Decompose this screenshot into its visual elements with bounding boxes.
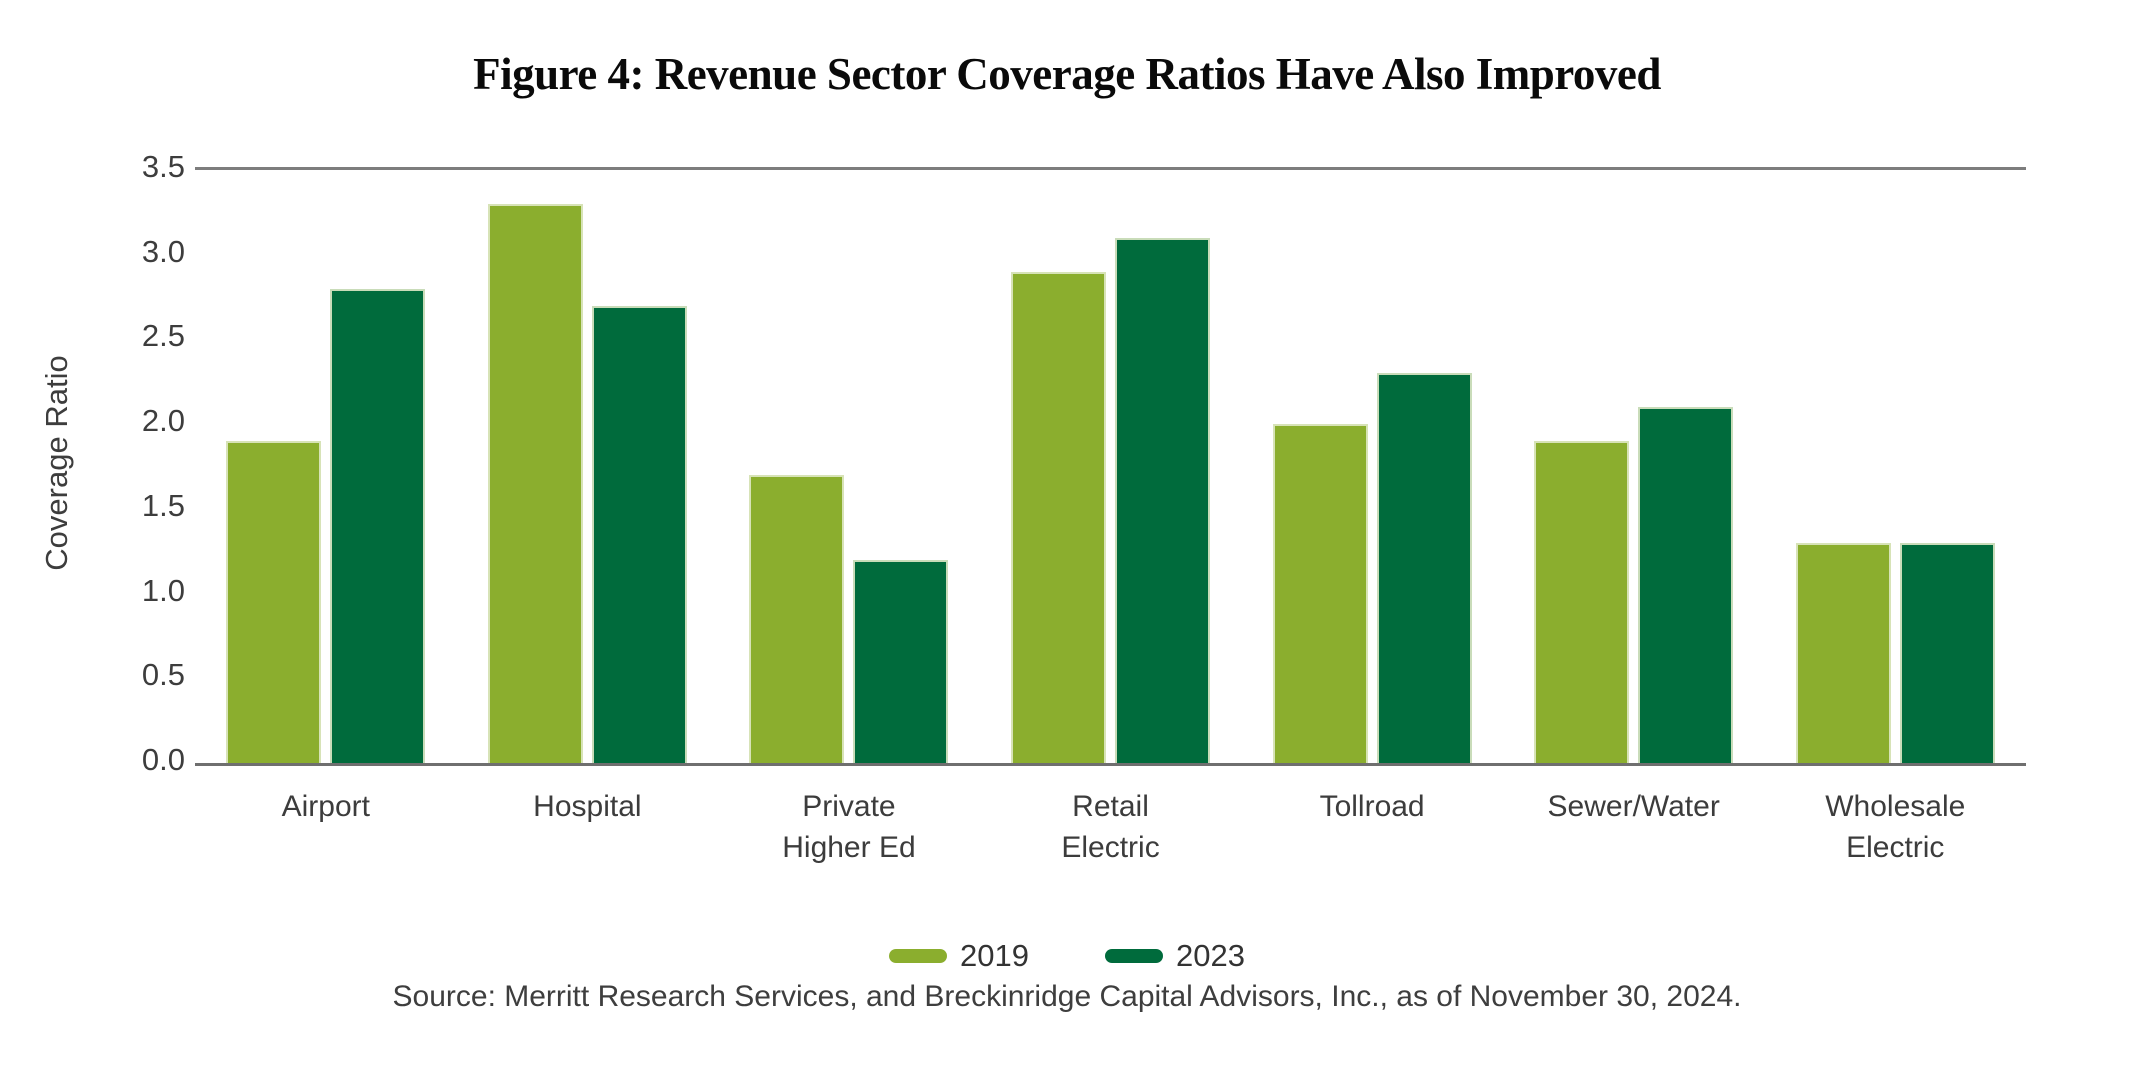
legend-label-2023: 2023: [1176, 938, 1245, 973]
bar-2023-airport: [330, 288, 426, 763]
bar-group-airport: [195, 170, 457, 763]
x-label-private-higher-ed: Private Higher Ed: [782, 790, 916, 864]
x-label-hospital: Hospital: [533, 790, 642, 823]
legend-item-2023: 2023: [1105, 938, 1245, 974]
x-axis-labels: Airport Hospital Private Higher Ed Retail Ele…: [195, 786, 2026, 868]
legend-swatch-2023: [1105, 949, 1163, 963]
x-label-retail-electric: Retail Electric: [1061, 790, 1160, 864]
plot-area: [195, 167, 2026, 766]
bar-2019-airport: [226, 441, 322, 763]
bar-group-sewer-water: [1503, 170, 1765, 763]
bar-2023-retail-electric: [1115, 237, 1211, 763]
legend-item-2019: 2019: [889, 938, 1029, 974]
legend-swatch-2019: [889, 949, 948, 963]
x-label-sewer-water: Sewer/Water: [1547, 790, 1720, 823]
bar-2023-tollroad: [1376, 373, 1472, 763]
y-axis-ticks: 3.5 3.0 2.5 2.0 1.5 1.0 0.5 0.0: [0, 149, 185, 777]
y-tick-3.5: 3.5: [141, 149, 185, 184]
y-tick-2.5: 2.5: [141, 318, 185, 354]
source-text: Source: Merritt Research Services, and B…: [392, 980, 1742, 1013]
y-tick-0.5: 0.5: [141, 657, 185, 693]
y-tick-1.0: 1.0: [141, 572, 185, 608]
bar-group-hospital: [457, 170, 719, 763]
chart-title: Figure 4: Revenue Sector Coverage Ratios…: [473, 49, 1661, 99]
x-label-airport: Airport: [281, 790, 370, 823]
bar-2023-wholesale-electric: [1899, 542, 1995, 763]
x-label-tollroad: Tollroad: [1319, 790, 1425, 823]
y-tick-3.0: 3.0: [141, 233, 185, 269]
bar-2023-private-higher-ed: [853, 559, 949, 763]
bar-group-wholesale-electric: [1764, 170, 2026, 763]
bar-2019-private-higher-ed: [749, 474, 845, 763]
bar-2023-hospital: [591, 305, 687, 763]
bar-group-private-higher-ed: [718, 170, 980, 763]
bar-2023-sewer-water: [1638, 407, 1734, 763]
legend-label-2019: 2019: [960, 938, 1029, 973]
bar-2019-sewer-water: [1534, 441, 1630, 763]
y-tick-0.0: 0.0: [141, 742, 185, 777]
bar-2019-hospital: [487, 203, 583, 763]
bar-2019-tollroad: [1272, 424, 1368, 763]
x-label-wholesale-electric: Wholesale Electric: [1825, 790, 1966, 864]
bar-2019-wholesale-electric: [1795, 542, 1891, 763]
bar-group-retail-electric: [980, 170, 1242, 763]
y-tick-2.0: 2.0: [141, 403, 185, 439]
legend: 2019 2023: [0, 938, 2134, 974]
y-tick-1.5: 1.5: [141, 487, 185, 523]
bar-2019-retail-electric: [1011, 271, 1107, 763]
bar-group-tollroad: [1241, 170, 1503, 763]
